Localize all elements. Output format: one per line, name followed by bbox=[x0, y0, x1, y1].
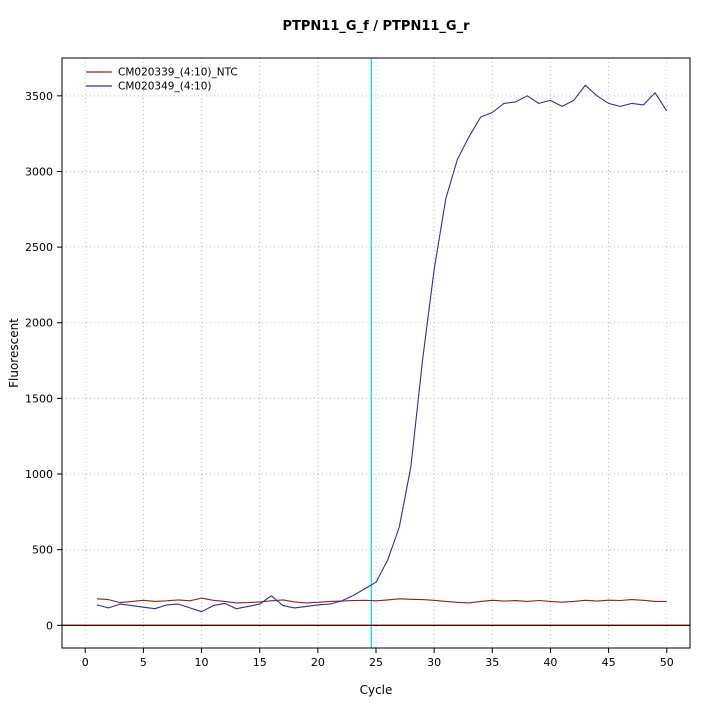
x-tick-label: 20 bbox=[311, 656, 325, 669]
y-tick-label: 1000 bbox=[25, 468, 53, 481]
x-tick-label: 40 bbox=[543, 656, 557, 669]
y-tick-label: 500 bbox=[32, 544, 53, 557]
y-axis-label: Fluorescent bbox=[7, 318, 21, 388]
x-tick-label: 5 bbox=[140, 656, 147, 669]
chart-title: PTPN11_G_f / PTPN11_G_r bbox=[283, 19, 471, 34]
y-tick-label: 2500 bbox=[25, 241, 53, 254]
series-line-CM020339_(4:10)_NTC bbox=[96, 597, 667, 604]
x-tick-label: 35 bbox=[485, 656, 499, 669]
y-tick-label: 0 bbox=[46, 619, 53, 632]
x-tick-label: 45 bbox=[602, 656, 616, 669]
x-tick-label: 25 bbox=[369, 656, 383, 669]
y-tick-label: 3000 bbox=[25, 165, 53, 178]
plot-area: 0 5 10 15 20 25 30 35 40 45 5005001000150020002500… bbox=[25, 57, 691, 669]
x-tick-label: 30 bbox=[427, 656, 441, 669]
x-axis-label: Cycle bbox=[360, 683, 393, 697]
y-tick-label: 1500 bbox=[25, 392, 53, 405]
y-tick-label: 3500 bbox=[25, 90, 53, 103]
x-tick-label: 50 bbox=[660, 656, 674, 669]
y-tick-label: 2000 bbox=[25, 317, 53, 330]
x-tick-label: 15 bbox=[253, 656, 267, 669]
x-tick-label: 0 bbox=[82, 656, 89, 669]
legend-label: CM020349_(4:10) bbox=[118, 81, 212, 93]
legend-label: CM020339_(4:10)_NTC bbox=[118, 67, 238, 79]
x-tick-label: 10 bbox=[195, 656, 209, 669]
series-line-CM020349_(4:10) bbox=[96, 84, 668, 613]
